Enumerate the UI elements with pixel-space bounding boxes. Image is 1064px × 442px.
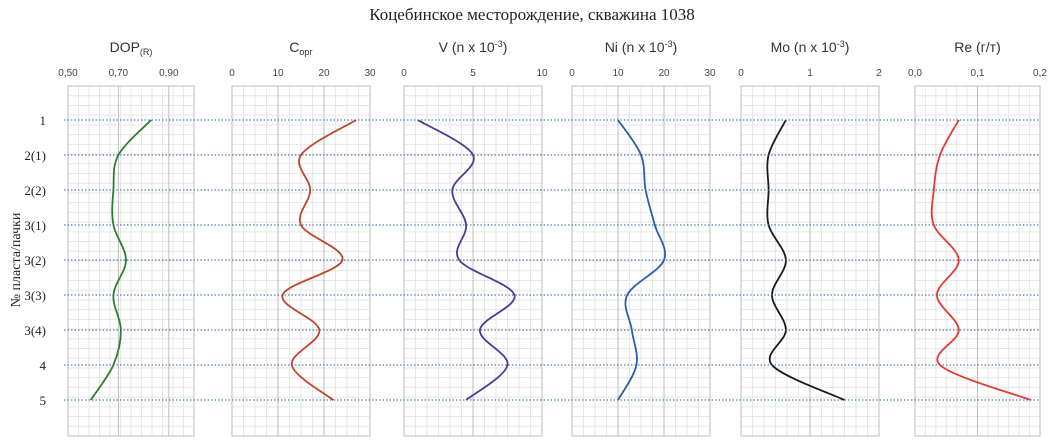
tick-label: 0,70 xyxy=(109,68,129,79)
tick-label: 0,50 xyxy=(58,68,78,79)
tick-label: 30 xyxy=(704,68,716,79)
tick-label: 0 xyxy=(229,68,235,79)
panel-title: V (n x 10-3) xyxy=(439,39,508,55)
panel-5: 0 1 2 Mo (n x 10-3) xyxy=(738,39,882,437)
panel-3: 0 5 10 V (n x 10-3) xyxy=(401,39,548,437)
panel-title: Ni (n x 10-3) xyxy=(605,39,678,55)
series-line xyxy=(89,119,152,401)
panel-title: Mo (n x 10-3) xyxy=(771,39,850,55)
panel-1: 0,50 0,70 0,90 DOP(R) xyxy=(58,39,195,437)
category-label: 3(4) xyxy=(24,323,46,338)
tick-label: 20 xyxy=(658,68,670,79)
series-line xyxy=(281,119,357,401)
panel-title: DOP(R) xyxy=(110,39,153,57)
tick-label: 0,2 xyxy=(1033,68,1047,79)
panel-frame xyxy=(571,85,711,437)
panel-frame xyxy=(740,85,880,437)
tick-label: 10 xyxy=(536,68,548,79)
panel-title: Cорг xyxy=(289,39,313,57)
panel-6: 0,0 0,1 0,2 Re (г/т) xyxy=(908,39,1047,437)
tick-label: 0,1 xyxy=(971,68,985,79)
tick-label: 30 xyxy=(364,68,376,79)
category-label: 4 xyxy=(40,358,47,373)
tick-label: 0 xyxy=(569,68,575,79)
tick-label: 1 xyxy=(807,68,813,79)
category-label: 3(2) xyxy=(24,253,46,268)
category-label: 3(1) xyxy=(24,218,46,233)
tick-label: 5 xyxy=(470,68,476,79)
panel-4: 0 10 20 30 Ni (n x 10-3) xyxy=(569,39,716,437)
tick-label: 0,90 xyxy=(159,68,179,79)
panel-frame xyxy=(67,85,195,437)
panel-frame xyxy=(914,85,1041,437)
category-label: 1 xyxy=(40,113,47,128)
reference-lines xyxy=(64,119,1040,401)
y-axis-label: № пласта/пачки xyxy=(9,212,24,307)
tick-label: 2 xyxy=(876,68,882,79)
category-label: 2(2) xyxy=(24,183,46,198)
series-line xyxy=(930,119,1031,401)
category-label: 5 xyxy=(40,393,47,408)
tick-label: 0 xyxy=(401,68,407,79)
tick-label: 10 xyxy=(612,68,624,79)
panel-frame xyxy=(231,85,371,437)
series-line xyxy=(617,119,666,401)
panel-title: Re (г/т) xyxy=(954,39,1001,55)
panel-frame xyxy=(403,85,543,437)
tick-label: 10 xyxy=(272,68,284,79)
category-labels: 1 2(1) 2(2) 3(1) 3(2) 3(3) 3(4) 4 5 xyxy=(24,113,46,408)
category-label: 3(3) xyxy=(24,288,46,303)
tick-label: 0,0 xyxy=(908,68,922,79)
tick-label: 0 xyxy=(738,68,744,79)
tick-label: 20 xyxy=(318,68,330,79)
panel-2: 0 10 20 30 Cорг xyxy=(229,39,376,437)
chart-title: Коцебинское месторождение, скважина 1038 xyxy=(369,5,695,24)
category-label: 2(1) xyxy=(24,148,46,163)
series-line xyxy=(417,119,516,401)
